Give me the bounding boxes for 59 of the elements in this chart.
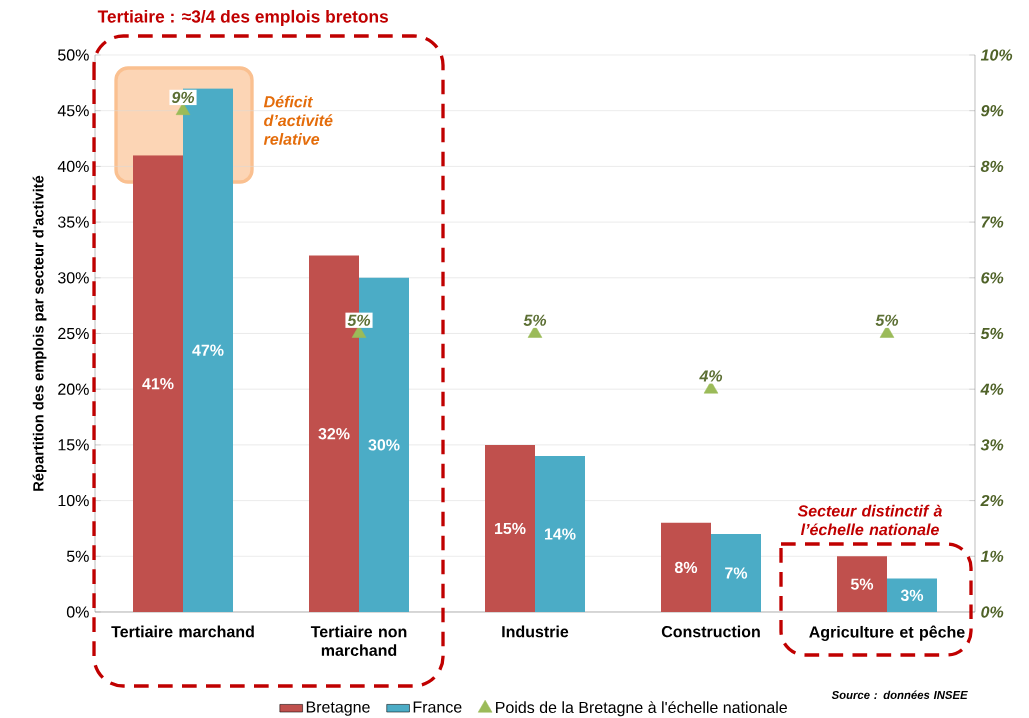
data-label: 5% [523,314,547,326]
y-tick-label: 0% [66,606,89,618]
data-label: 9% [171,91,195,104]
x-tick-label: Tertiaire marchand [111,625,254,638]
y-tick-label: 50% [58,49,89,61]
y-tick-label: 30% [57,272,89,284]
data-label: 15% [494,522,526,535]
y2-tick-label: 7% [981,216,1004,228]
point [527,325,543,338]
y2-tick-label: 3% [980,439,1004,451]
x-tick-label: Tertiaire non marchand [310,625,407,656]
y-tick-label: 45% [57,105,89,117]
data-label: 5% [347,314,371,326]
data-label: 30% [368,439,400,451]
y-tick-label: 5% [66,550,89,562]
data-label: 5% [850,578,874,590]
y2-tick-label: 8% [980,160,1004,173]
point [879,325,895,338]
bar [661,522,711,612]
y-tick-label: 20% [58,383,89,395]
data-label: 5% [875,314,899,326]
data-label: 47% [192,344,224,356]
data-label: 4% [699,370,723,382]
source-note: Source : données INSEE [831,690,968,700]
bar [837,556,887,612]
data-label: 41% [142,378,174,390]
y2-tick-label: 5% [980,327,1004,340]
y2-tick-label: 1% [980,550,1004,562]
y2-tick-label: 2% [980,494,1004,507]
legend-label: France [413,701,462,713]
data-label: 3% [900,589,924,601]
bar [711,534,761,612]
y-tick-label: 15% [58,439,89,451]
y-axis-title: Répartition des emplois par secteur d'activité [32,175,47,491]
y-tick-label: 40% [57,160,89,173]
y2-tick-label: 0% [981,606,1004,618]
bar [887,578,937,612]
point [351,325,367,338]
legend-label: Bretagne [306,701,370,716]
y2-tick-label: 6% [981,272,1004,284]
data-label: 8% [674,561,698,574]
x-tick-label: Construction [661,625,760,638]
chart-title: Tertiaire : ≈3/4 des emplois bretons [97,9,388,27]
annotation: Déficit d’activité relative [263,95,333,145]
bar [535,456,585,612]
y2-tick-label: 4% [980,383,1004,395]
x-tick-label: Industrie [502,625,569,638]
bar [485,444,535,612]
annotation: Secteur distinctif à l’échelle nationale [797,504,942,536]
y2-tick-label: 10% [980,49,1013,61]
data-label: 14% [544,528,576,540]
data-label: 32% [318,428,350,440]
x-tick-label: Agriculture et pêche [809,625,965,641]
y-tick-label: 25% [58,327,89,340]
legend-label: Poids de la Bretagne à l'échelle nationale [496,701,787,717]
y-tick-label: 35% [57,216,89,228]
y2-tick-label: 9% [980,105,1004,117]
data-label: 7% [725,567,748,579]
y-tick-label: 10% [58,494,89,507]
